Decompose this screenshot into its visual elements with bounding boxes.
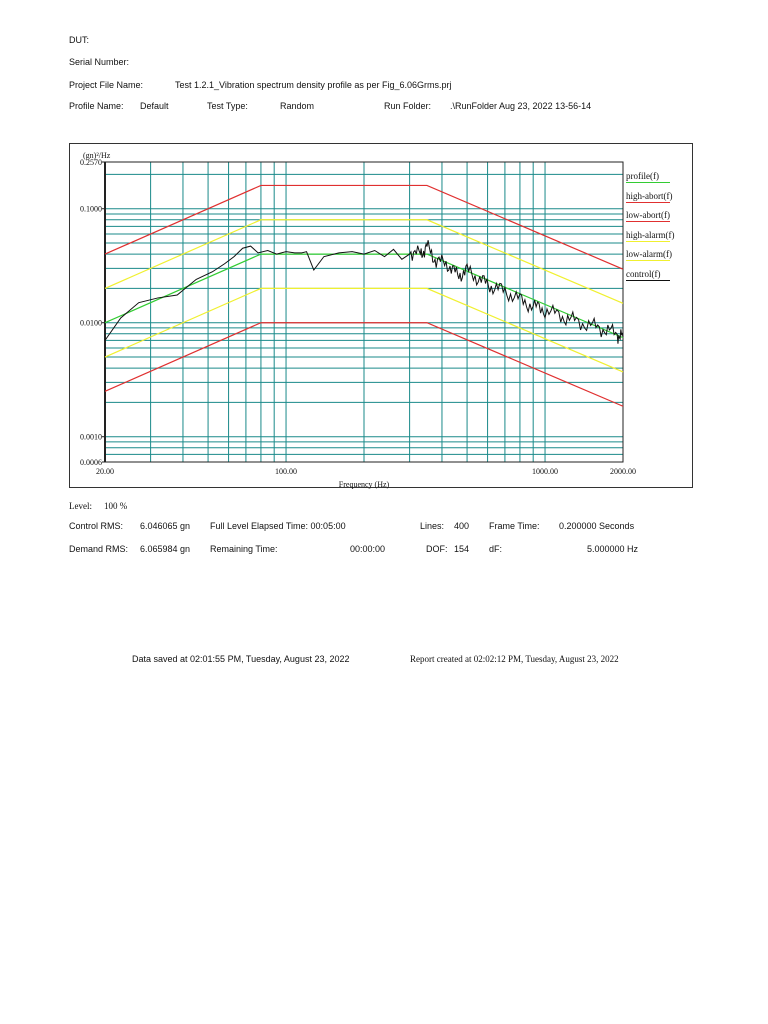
dof-label: DOF: bbox=[426, 544, 448, 554]
series-high-alarmf bbox=[104, 219, 624, 304]
frame-time-value: 0.200000 Seconds bbox=[559, 521, 635, 531]
chart-grid bbox=[105, 162, 623, 462]
legend-swatch bbox=[626, 279, 670, 281]
elapsed-time: Full Level Elapsed Time: 00:05:00 bbox=[210, 521, 346, 531]
series-profilef bbox=[104, 253, 624, 339]
test-type-value: Random bbox=[280, 101, 315, 111]
y-tick-label: 0.0010 bbox=[80, 433, 102, 442]
serial-number-label: Serial Number: bbox=[69, 57, 130, 67]
legend-item-low-abortf: low-abort(f) bbox=[626, 210, 670, 220]
level-label: Level: bbox=[69, 501, 92, 511]
level-value: 100 % bbox=[104, 501, 128, 511]
test-type-label: Test Type: bbox=[207, 101, 248, 111]
x-tick-label: 1000.00 bbox=[532, 467, 558, 476]
legend-swatch bbox=[626, 260, 670, 261]
control-rms-value: 6.046065 gn bbox=[140, 521, 191, 531]
y-tick-label: 0.0006 bbox=[80, 458, 102, 467]
y-tick-label: 0.2570 bbox=[80, 158, 102, 167]
y-tick-label: 0.1000 bbox=[80, 205, 102, 214]
x-axis-label: Frequency (Hz) bbox=[339, 480, 390, 489]
series-controlf bbox=[104, 240, 624, 344]
dut-label: DUT: bbox=[69, 35, 89, 45]
series-low-abortf bbox=[104, 322, 624, 407]
data-saved-timestamp: Data saved at 02:01:55 PM, Tuesday, Augu… bbox=[132, 654, 350, 664]
lines-label: Lines: bbox=[420, 521, 445, 531]
series-low-alarmf bbox=[104, 287, 624, 373]
profile-name-label: Profile Name: bbox=[69, 101, 124, 111]
report-created-timestamp: Report created at 02:02:12 PM, Tuesday, … bbox=[410, 654, 619, 664]
control-rms-label: Control RMS: bbox=[69, 521, 124, 531]
remaining-time-label: Remaining Time: bbox=[210, 544, 278, 554]
legend-item-profilef: profile(f) bbox=[626, 171, 659, 181]
legend-item-high-alarmf: high-alarm(f) bbox=[626, 229, 675, 240]
run-folder-value: .\RunFolder Aug 23, 2022 13-56-14 bbox=[450, 101, 592, 111]
demand-rms-value: 6.065984 gn bbox=[140, 544, 191, 554]
x-tick-label: 20.00 bbox=[96, 467, 114, 476]
x-tick-label: 100.00 bbox=[275, 467, 297, 476]
legend-swatch bbox=[626, 240, 670, 242]
run-folder-label: Run Folder: bbox=[384, 101, 432, 111]
y-tick-label: 0.0100 bbox=[80, 319, 102, 328]
project-file-value: Test 1.2.1_Vibration spectrum density pr… bbox=[175, 80, 452, 90]
frame-time-label: Frame Time: bbox=[489, 521, 540, 531]
df-value: 5.000000 Hz bbox=[587, 544, 639, 554]
legend-swatch bbox=[626, 201, 670, 203]
psd-chart: 0.2570 0.1000 0.0100 0.0010 0.0006 (gn)²/Hz 20… bbox=[69, 143, 693, 489]
profile-name-value: Default bbox=[140, 101, 169, 111]
legend-swatch bbox=[626, 182, 670, 183]
lines-value: 400 bbox=[454, 521, 470, 531]
legend-swatch bbox=[626, 221, 670, 222]
project-file-label: Project File Name: bbox=[69, 80, 144, 90]
legend-item-low-alarmf: low-alarm(f) bbox=[626, 249, 672, 259]
demand-rms-label: Demand RMS: bbox=[69, 544, 129, 554]
chart-plot-area: 0.2570 0.1000 0.0100 0.0010 0.0006 (gn)²/Hz 20… bbox=[80, 151, 636, 489]
x-tick-label: 2000.00 bbox=[610, 467, 636, 476]
y-axis-label: (gn)²/Hz bbox=[83, 151, 111, 160]
df-label: dF: bbox=[489, 544, 503, 554]
dof-value: 154 bbox=[454, 544, 470, 554]
legend-item-controlf: control(f) bbox=[626, 268, 661, 279]
series-high-abortf bbox=[104, 184, 624, 270]
remaining-time-value: 00:00:00 bbox=[350, 544, 386, 554]
legend-item-high-abortf: high-abort(f) bbox=[626, 190, 673, 201]
